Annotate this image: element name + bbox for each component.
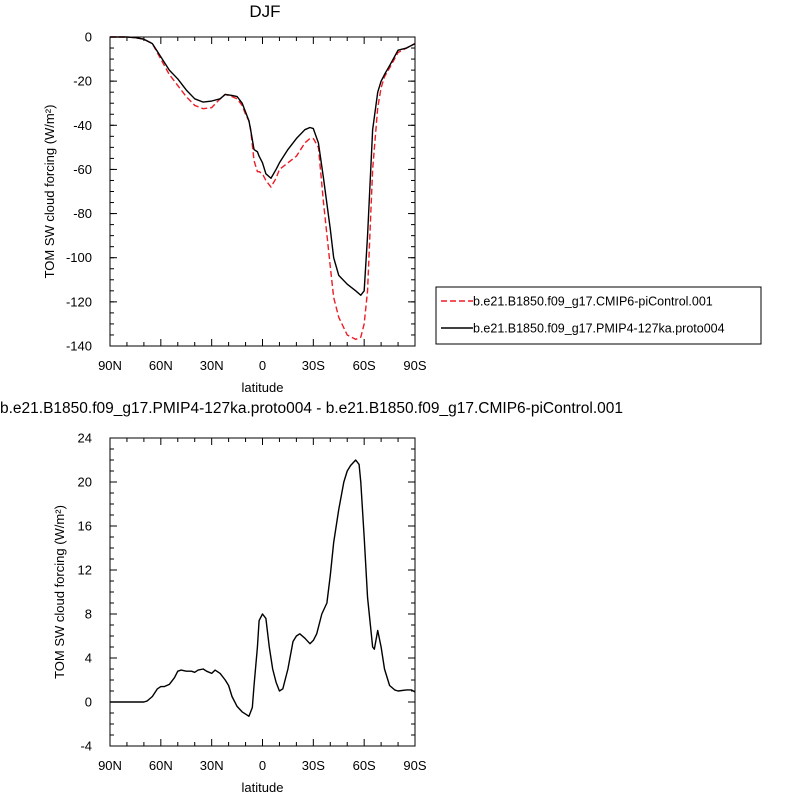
- top-y-tick-label: -60: [73, 162, 92, 177]
- bottom-y-tick-label: -4: [80, 739, 92, 754]
- bottom-x-tick-label: 60N: [149, 758, 173, 773]
- bottom-y-tick-label: 12: [78, 563, 92, 578]
- top-x-tick-label: 60S: [353, 358, 376, 373]
- top-x-tick-label: 90N: [98, 358, 122, 373]
- top-x-tick-label: 30S: [302, 358, 325, 373]
- bottom-y-tick-label: 8: [85, 607, 92, 622]
- top-y-tick-label: -120: [66, 294, 92, 309]
- bottom-y-tick-label: 4: [85, 651, 92, 666]
- bottom-x-tick-label: 30S: [302, 758, 325, 773]
- top-x-tick-label: 0: [259, 358, 266, 373]
- bottom-y-tick-label: 20: [78, 475, 92, 490]
- top-y-tick-label: -100: [66, 250, 92, 265]
- top-y-tick-label: -20: [73, 74, 92, 89]
- bottom-y-tick-label: 0: [85, 695, 92, 710]
- legend-entry-0: b.e21.B1850.f09_g17.CMIP6-piControl.001: [473, 295, 713, 309]
- top-y-tick-label: 0: [85, 30, 92, 45]
- top-y-tick-label: -140: [66, 339, 92, 354]
- bottom-y-tick-label: 24: [78, 431, 92, 446]
- top-y-tick-label: -80: [73, 206, 92, 221]
- top-y-tick-label: -40: [73, 118, 92, 133]
- bottom-series-line-0: [110, 459, 416, 717]
- bottom-x-axis-label: latitude: [242, 780, 284, 795]
- bottom-chart-title: b.e21.B1850.f09_g17.PMIP4-127ka.proto004…: [0, 400, 624, 417]
- bottom-y-axis-label: TOM SW cloud forcing (W/m²): [52, 505, 67, 679]
- bottom-x-tick-label: 0: [259, 758, 266, 773]
- top-x-axis-label: latitude: [242, 380, 284, 395]
- bottom-x-tick-label: 60S: [353, 758, 376, 773]
- top-chart-title: DJF: [249, 2, 281, 21]
- top-x-tick-label: 60N: [149, 358, 173, 373]
- bottom-x-tick-label: 90N: [98, 758, 122, 773]
- top-series-line-0: [110, 36, 416, 341]
- top-series-line-1: [110, 36, 416, 296]
- top-x-tick-label: 30N: [200, 358, 224, 373]
- legend-box: [435, 286, 762, 345]
- bottom-y-tick-label: 16: [78, 519, 92, 534]
- bottom-plot-frame: [109, 437, 416, 747]
- top-y-axis-label: TOM SW cloud forcing (W/m²): [42, 105, 57, 279]
- bottom-x-tick-label: 90S: [403, 758, 426, 773]
- legend-entry-1: b.e21.B1850.f09_g17.PMIP4-127ka.proto004: [473, 322, 725, 336]
- top-x-tick-label: 90S: [403, 358, 426, 373]
- bottom-x-tick-label: 30N: [200, 758, 224, 773]
